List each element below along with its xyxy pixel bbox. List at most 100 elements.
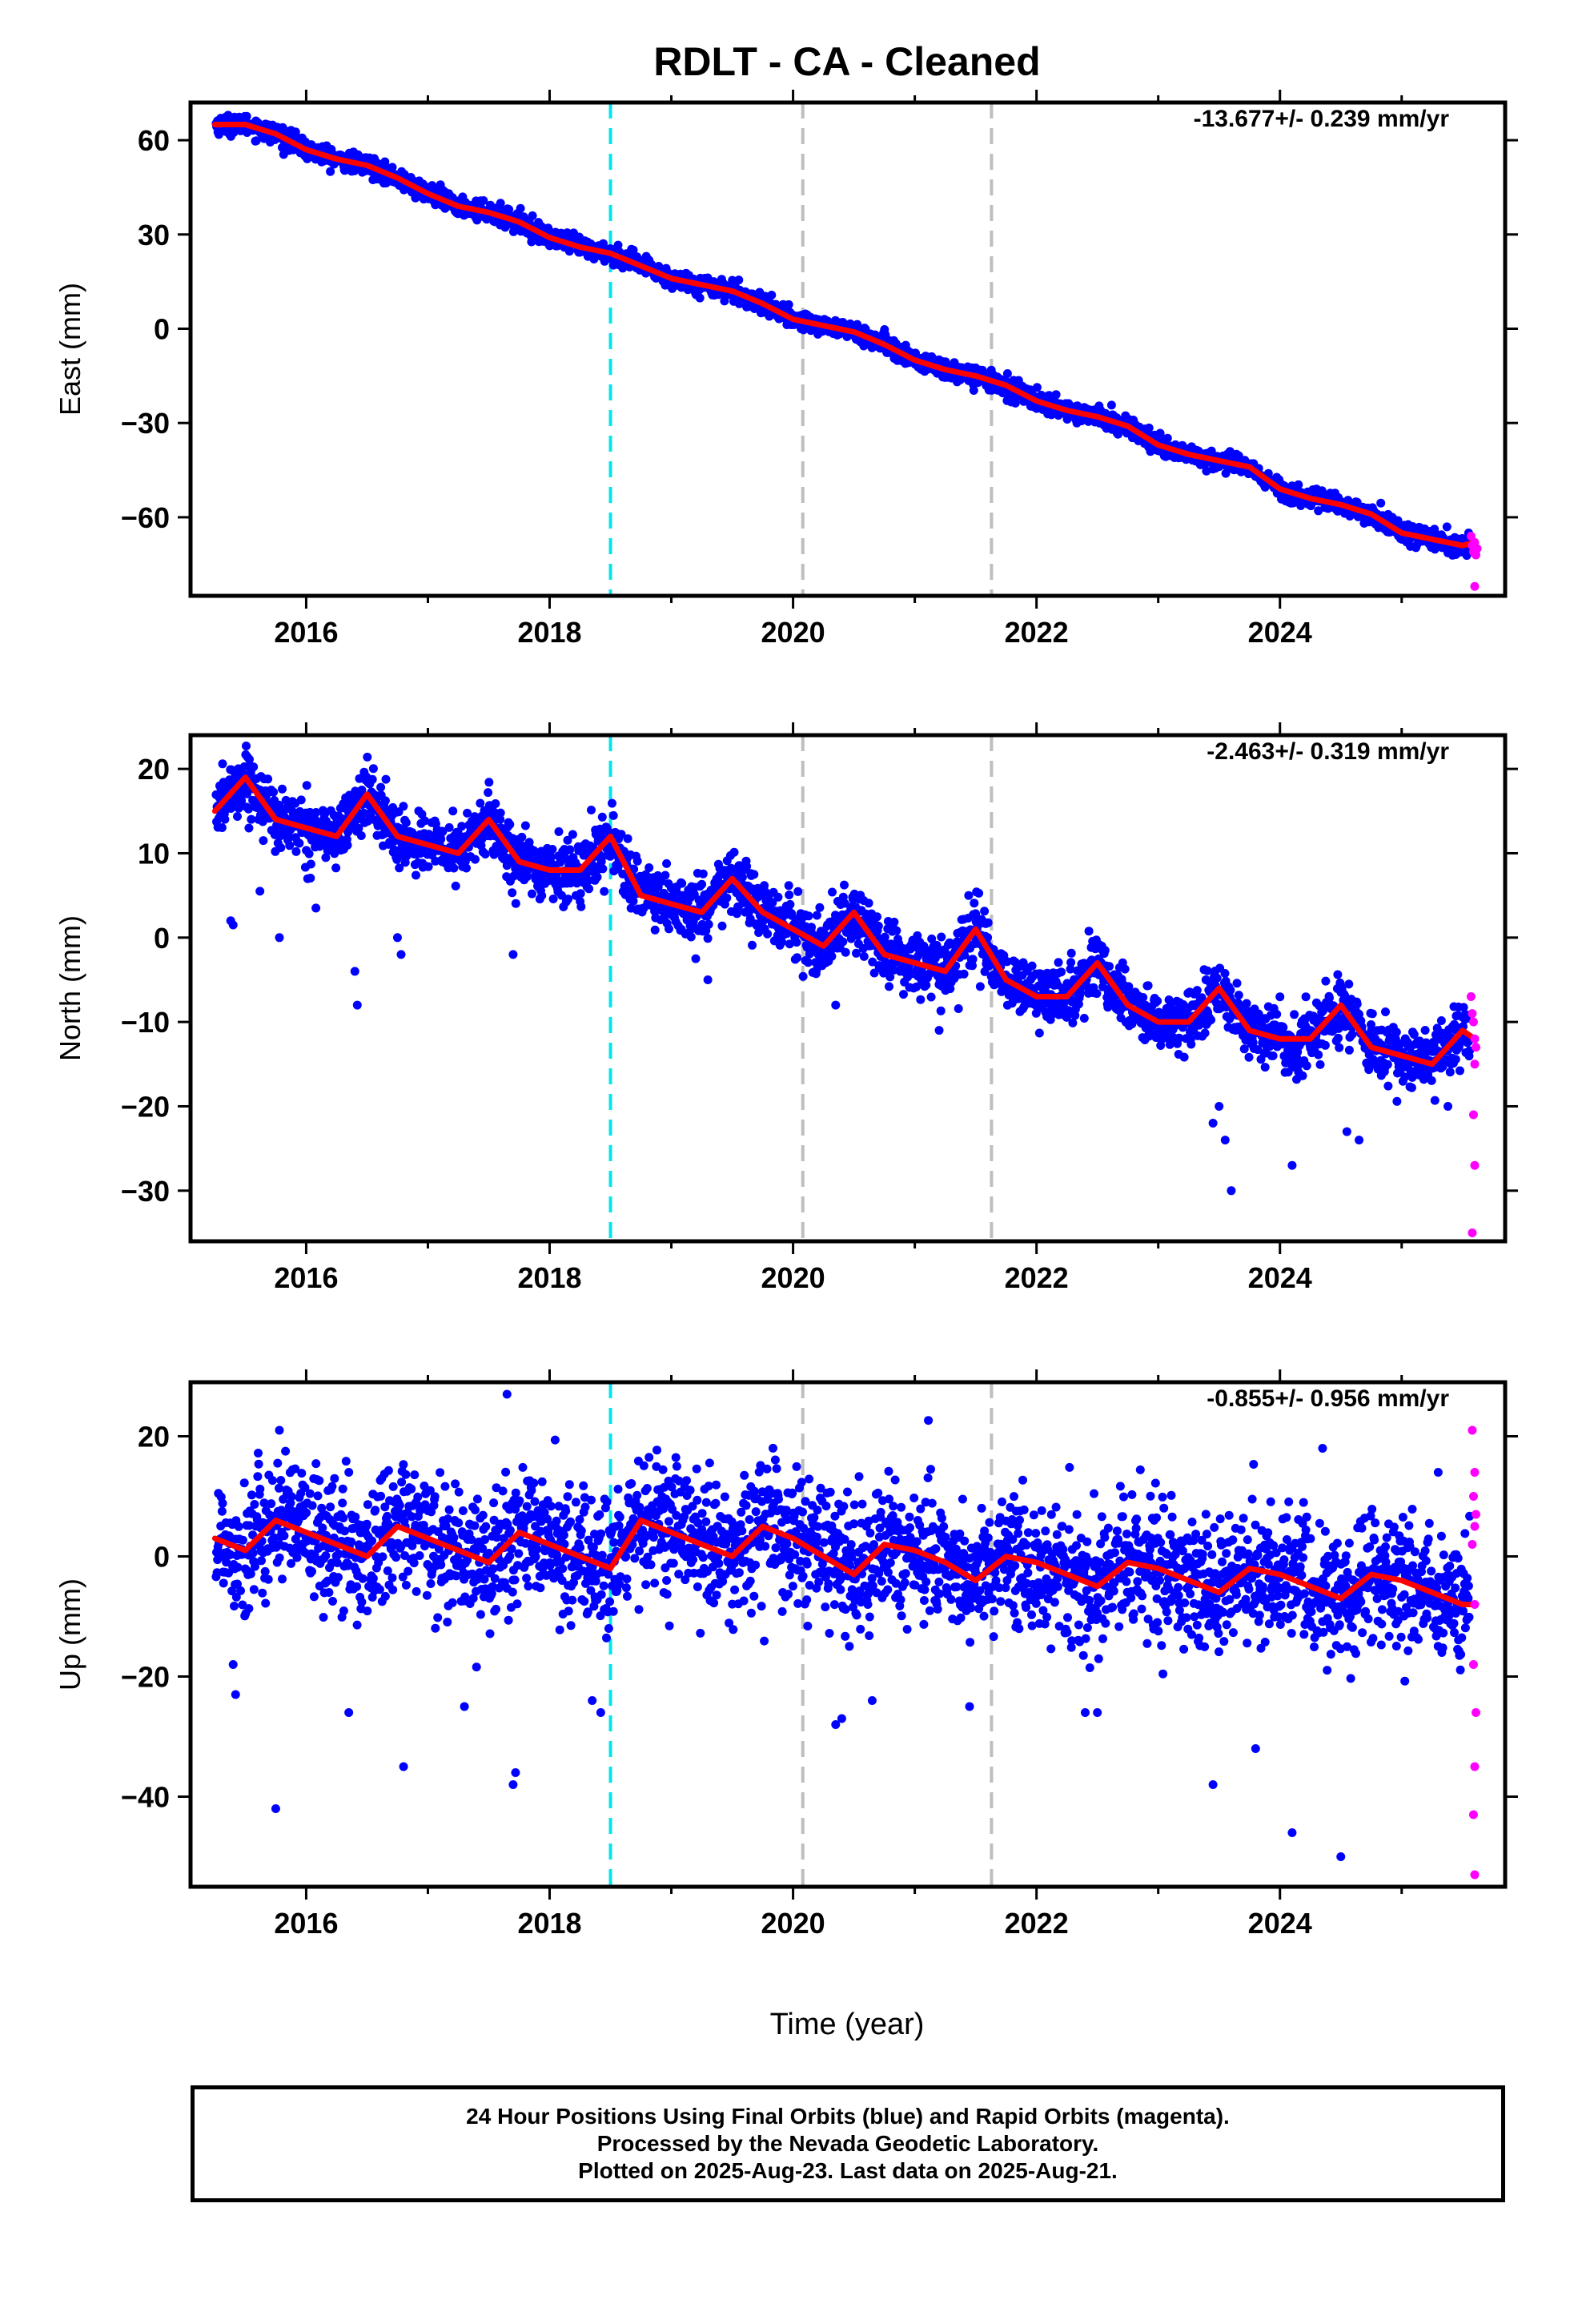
- north-data-point: [880, 932, 889, 942]
- north-data-point: [1100, 946, 1110, 955]
- north-data-point: [760, 881, 769, 891]
- north-data-point: [484, 788, 493, 798]
- north-data-point: [517, 832, 527, 842]
- east-x-tick-label: 2024: [1248, 616, 1312, 649]
- north-data-point: [457, 822, 467, 831]
- north-data-point: [623, 834, 632, 843]
- north-data-point: [964, 891, 974, 900]
- east-data-point: [1221, 468, 1231, 478]
- north-data-point: [381, 774, 391, 784]
- north-data-point: [838, 937, 848, 947]
- north-data-point: [729, 847, 739, 857]
- north-data-point: [983, 918, 993, 927]
- north-data-point: [763, 929, 773, 939]
- north-data-point: [243, 804, 253, 814]
- east-rate-label: -13.677+/- 0.239 mm/yr: [1194, 106, 1450, 132]
- north-data-point: [1234, 991, 1243, 1000]
- east-data-point: [784, 300, 793, 309]
- north-data-point: [697, 879, 707, 889]
- north-data-point: [864, 899, 873, 908]
- north-data-point: [1002, 957, 1012, 967]
- north-data-point: [859, 951, 869, 961]
- north-data-point: [217, 823, 227, 832]
- north-data-point: [304, 849, 314, 858]
- north-data-point: [628, 896, 638, 906]
- east-rapid-point: [1470, 581, 1480, 591]
- north-data-point: [1239, 1044, 1249, 1054]
- north-data-point: [343, 840, 352, 850]
- north-data-point: [412, 870, 420, 880]
- north-data-point: [1027, 961, 1037, 971]
- east-y-axis-label: East (mm): [54, 283, 86, 416]
- north-data-point: [520, 821, 530, 830]
- north-data-point: [480, 850, 490, 858]
- north-data-point: [960, 951, 970, 960]
- east-frame: [188, 100, 1508, 598]
- north-data-point: [616, 830, 626, 839]
- east-y-tick-label: 60: [138, 124, 170, 157]
- north-data-point: [784, 881, 793, 891]
- north-data-point: [1212, 973, 1222, 983]
- north-data-point: [1200, 1028, 1210, 1038]
- north-data-point: [218, 759, 227, 769]
- north-data-point: [926, 992, 936, 1002]
- north-data-point: [484, 778, 494, 787]
- north-data-point: [259, 836, 268, 846]
- north-data-point: [704, 919, 713, 929]
- north-data-point: [1066, 964, 1075, 974]
- north-data-point: [632, 856, 642, 866]
- north-data-point: [970, 899, 979, 908]
- north-data-point: [476, 798, 485, 808]
- north-data-point: [937, 932, 946, 942]
- north-data-point: [691, 954, 701, 963]
- north-data-point: [980, 907, 990, 916]
- north-data-point: [548, 895, 558, 903]
- east-data-point: [613, 240, 623, 250]
- north-data-point: [1203, 966, 1212, 975]
- north-data-point: [1057, 967, 1066, 977]
- east-data-point: [767, 291, 777, 300]
- north-data-point: [576, 902, 586, 911]
- north-data-point: [886, 941, 896, 951]
- north-data-point: [1066, 948, 1076, 958]
- north-data-point: [921, 980, 931, 990]
- north-data-point: [367, 774, 377, 784]
- east-data-point: [326, 167, 335, 176]
- east-data-point: [628, 245, 638, 255]
- north-data-point: [1034, 1028, 1044, 1038]
- north-data-point: [827, 951, 837, 961]
- north-data-point: [563, 835, 572, 845]
- north-data-point: [959, 969, 969, 979]
- north-data-point: [242, 742, 251, 750]
- north-data-point: [1143, 981, 1153, 991]
- north-data-point: [749, 870, 759, 879]
- north-data-point: [306, 859, 315, 869]
- north-data-point: [523, 872, 532, 881]
- north-data-point: [912, 982, 921, 991]
- east-data-point: [1294, 480, 1303, 489]
- north-data-point: [644, 863, 654, 872]
- north-data-point: [395, 863, 404, 873]
- north-data-point: [916, 995, 926, 1004]
- north-data-point: [1092, 989, 1102, 999]
- north-data-point: [1207, 1015, 1216, 1024]
- north-data-point: [798, 971, 808, 981]
- north-data-point: [608, 810, 618, 820]
- north-data-point: [587, 806, 596, 814]
- north-data-point: [354, 823, 363, 833]
- north-data-point: [244, 823, 254, 833]
- north-data-point: [899, 990, 908, 999]
- east-data-point: [242, 111, 251, 121]
- north-data-point: [974, 888, 984, 898]
- north-data-point: [742, 862, 752, 871]
- north-data-point: [804, 911, 813, 921]
- north-data-point: [401, 818, 411, 827]
- north-data-point: [546, 852, 556, 862]
- north-data-point: [368, 764, 378, 774]
- north-data-point: [302, 781, 311, 790]
- north-data-point: [698, 869, 708, 879]
- east-data-point: [1234, 451, 1243, 460]
- north-data-point: [768, 898, 777, 907]
- north-data-point: [840, 880, 849, 890]
